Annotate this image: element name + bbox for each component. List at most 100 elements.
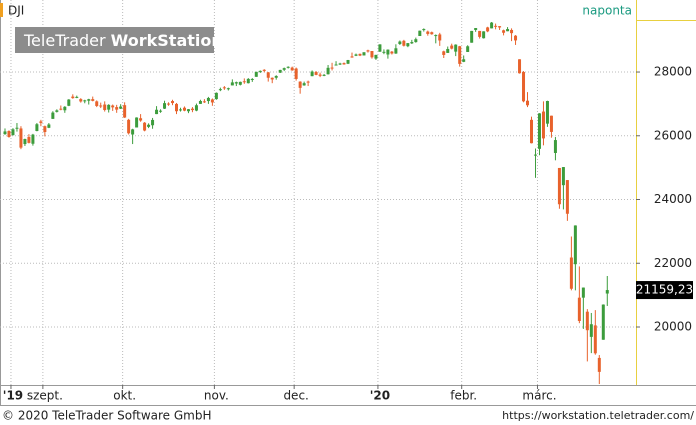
candle-body xyxy=(163,103,167,109)
candle-body xyxy=(382,51,386,53)
candle-body xyxy=(83,100,87,102)
candle-body xyxy=(390,51,394,54)
candle-body xyxy=(51,112,55,119)
candle-body xyxy=(202,101,206,103)
candle-body xyxy=(326,67,330,75)
candle-body xyxy=(366,50,370,52)
candle-body xyxy=(557,167,561,205)
candle-body xyxy=(47,124,51,128)
candle-body xyxy=(31,134,35,144)
candle-body xyxy=(262,69,266,71)
candle-body xyxy=(294,68,298,79)
candle-body xyxy=(438,34,442,41)
candle-body xyxy=(458,46,462,64)
candle-body xyxy=(71,96,75,99)
y-tick-label: 24000 xyxy=(654,192,692,206)
candle-body xyxy=(430,32,434,35)
candle-body xyxy=(569,257,573,289)
candle-body xyxy=(502,30,506,33)
candle-body xyxy=(486,27,490,32)
candle-body xyxy=(222,87,226,89)
x-tick-label: febr. xyxy=(450,389,477,403)
candle-body xyxy=(206,97,210,102)
candle-body xyxy=(526,100,530,106)
candle-body xyxy=(597,357,601,372)
candle-body xyxy=(454,44,458,52)
candle-body xyxy=(274,75,278,78)
candle-body xyxy=(194,105,198,111)
y-tick-label: 22000 xyxy=(654,256,692,270)
candle-body xyxy=(565,180,569,214)
candle-body xyxy=(446,48,450,53)
candle-body xyxy=(258,70,262,72)
watermark-light: TeleTrader xyxy=(23,31,106,50)
y-tick-label: 28000 xyxy=(654,65,692,79)
candle-body xyxy=(577,297,581,321)
candle-body xyxy=(442,51,446,55)
candle-body xyxy=(151,119,155,126)
candle-body xyxy=(346,60,350,64)
candle-body xyxy=(306,81,310,83)
candle-body xyxy=(330,67,334,69)
candle-body xyxy=(254,71,258,77)
x-tick-label: okt. xyxy=(113,389,136,403)
candle-body xyxy=(119,106,123,109)
candle-body xyxy=(561,167,565,186)
candle-body xyxy=(593,325,597,354)
candle-body xyxy=(402,40,406,46)
candle-body xyxy=(218,89,222,91)
y-tick-label: 20000 xyxy=(654,319,692,333)
candle-body xyxy=(171,101,175,104)
candle-body xyxy=(362,52,366,56)
candle-body xyxy=(585,311,589,331)
candle-body xyxy=(478,30,482,37)
candle-body xyxy=(434,35,438,37)
candle-body xyxy=(290,67,294,71)
candle-body xyxy=(378,44,382,52)
symbol-label: DJI xyxy=(8,4,24,18)
candle-body xyxy=(601,304,605,340)
candle-body xyxy=(322,74,326,76)
last-price-box xyxy=(636,281,693,300)
candle-body xyxy=(99,105,103,107)
candle-body xyxy=(147,124,151,127)
candles xyxy=(3,21,609,385)
candle-body xyxy=(394,48,398,54)
candle-body xyxy=(190,108,194,111)
candle-body xyxy=(35,124,39,131)
candle-body xyxy=(167,103,171,105)
candle-body xyxy=(298,81,302,88)
candle-body xyxy=(545,100,549,124)
candle-body xyxy=(466,46,470,52)
candle-body xyxy=(358,53,362,56)
watermark: TeleTrader WorkStation xyxy=(23,31,223,50)
candle-body xyxy=(573,225,577,265)
candle-body xyxy=(506,29,510,32)
candle-body xyxy=(474,28,478,30)
watermark-box xyxy=(15,27,214,53)
candle-body xyxy=(498,26,502,28)
candle-body xyxy=(67,99,71,106)
candle-body xyxy=(426,31,430,34)
candle-body xyxy=(422,29,426,31)
candle-body xyxy=(398,41,402,44)
candle-body xyxy=(386,49,390,55)
candle-body xyxy=(127,119,131,134)
candle-body xyxy=(350,56,354,58)
candle-body xyxy=(490,22,494,29)
candle-body xyxy=(230,82,234,86)
candle-body xyxy=(139,118,143,121)
candle-body xyxy=(605,290,609,294)
candle-body xyxy=(39,121,43,123)
candle-body xyxy=(107,104,111,110)
x-tick-label: dec. xyxy=(283,389,308,403)
candle-body xyxy=(514,35,518,41)
candle-body xyxy=(533,154,537,156)
candle-body xyxy=(374,54,378,59)
interval-label: naponta xyxy=(582,4,632,18)
x-tick-label: márc. xyxy=(522,389,556,403)
candle-body xyxy=(549,115,553,132)
x-tick-label: '20 xyxy=(370,389,390,403)
candle-body xyxy=(63,106,67,111)
candle-body xyxy=(450,45,454,49)
